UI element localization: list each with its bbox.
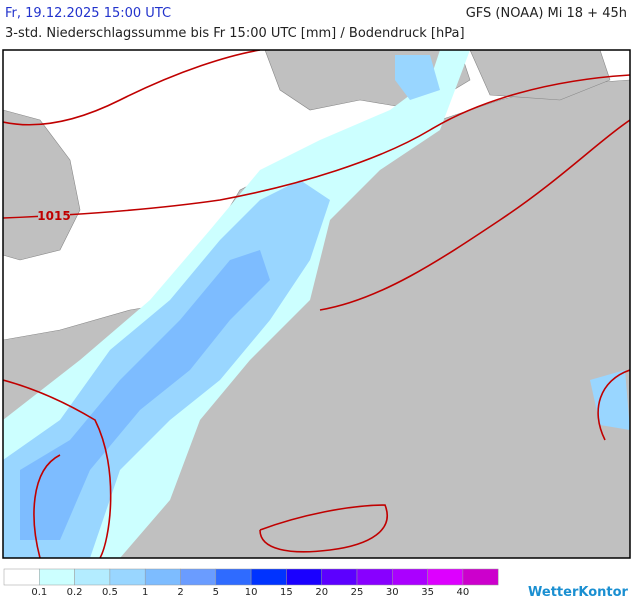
legend-swatch — [356, 568, 393, 586]
legend-label: 15 — [280, 587, 293, 598]
legend-swatch — [180, 568, 217, 586]
legend-label: 2 — [177, 587, 183, 598]
land-east — [469, 50, 611, 101]
precip-strong — [20, 250, 270, 540]
legend-label: 0.1 — [31, 587, 47, 598]
subtitle: 3-std. Niederschlagssumme bis Fr 15:00 U… — [5, 26, 465, 41]
legend-label: 25 — [351, 587, 364, 598]
legend-swatch — [250, 568, 287, 586]
isobar-label: 1015 — [37, 209, 70, 223]
legend-swatch — [3, 568, 40, 586]
legend-swatch — [39, 568, 75, 586]
legend-swatch — [74, 568, 111, 586]
legend-swatch — [462, 568, 499, 586]
legend-label: 0.2 — [67, 587, 83, 598]
legend-swatch — [215, 568, 252, 586]
precip-north — [395, 55, 440, 100]
legend-label: 1 — [142, 587, 148, 598]
model-label: GFS (NOAA) Mi 18 + 45h — [465, 6, 627, 21]
brand: WetterKontor — [528, 585, 629, 600]
legend-label: 5 — [213, 587, 219, 598]
legend-swatch — [392, 568, 428, 586]
isobar-label-bg — [38, 208, 70, 224]
legend-label: 0.5 — [102, 587, 118, 598]
legend-swatch — [144, 568, 181, 586]
map-area: 1015 — [3, 50, 630, 558]
map-frame — [2, 49, 631, 559]
precip-east — [590, 370, 630, 430]
legend-swatch — [286, 568, 322, 586]
legend-swatch — [109, 568, 146, 586]
isobars — [3, 50, 630, 558]
legend: 0.1 0.2 0.5 1 2 5 10 15 20 25 30 35 40 — [3, 568, 499, 598]
legend-swatch — [321, 568, 358, 586]
legend-label: 20 — [315, 587, 328, 598]
legend-label: 30 — [386, 587, 399, 598]
legend-label: 35 — [421, 587, 434, 598]
legend-label: 10 — [245, 587, 258, 598]
legend-swatch — [427, 568, 464, 586]
date-title: Fr, 19.12.2025 15:00 UTC — [5, 6, 172, 21]
legend-label: 40 — [457, 587, 470, 598]
